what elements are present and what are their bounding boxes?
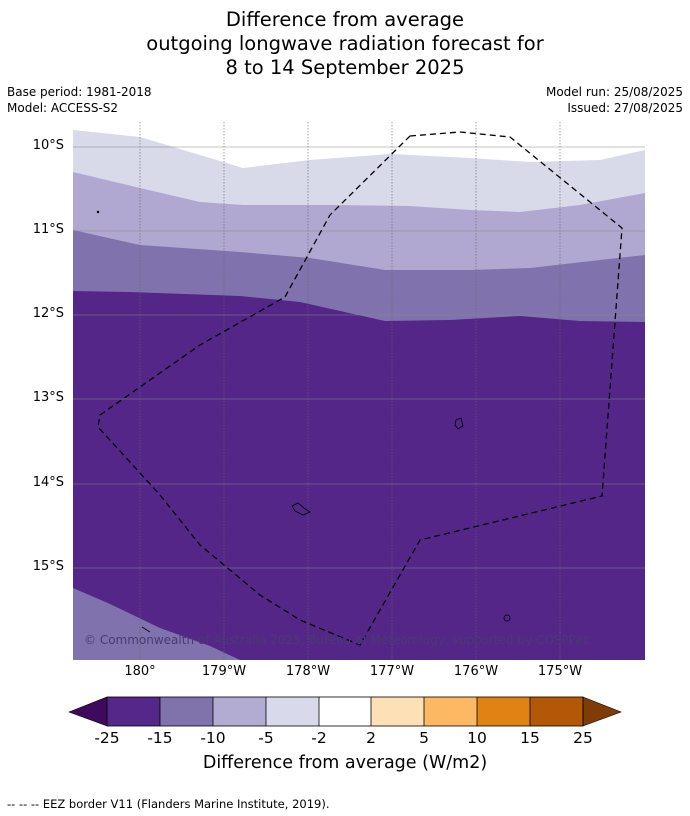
lon-label-176w: 176°W xyxy=(453,664,499,679)
colorbar-tick-label: 2 xyxy=(366,729,376,747)
colorbar-tick-label: 5 xyxy=(419,729,429,747)
colorbar-segment-9 xyxy=(530,697,583,726)
lon-label-180: 180° xyxy=(124,664,156,679)
lon-label-175w: 175°W xyxy=(537,664,583,679)
lat-label-10s: 10°S xyxy=(32,138,64,153)
eez-footnote: -- -- -- EEZ border V11 (Flanders Marine… xyxy=(7,797,330,811)
island-niuatoputapu xyxy=(454,417,464,430)
island-dot xyxy=(96,210,100,214)
title-line-2: outgoing longwave radiation forecast for xyxy=(146,32,544,55)
colorbar-dividers xyxy=(106,696,584,727)
meridians xyxy=(139,122,561,660)
colorbar-tick-label: 15 xyxy=(520,729,540,747)
colorbar-extend-high xyxy=(582,696,622,727)
band-dark xyxy=(73,291,645,660)
lon-label-177w: 177°W xyxy=(369,664,415,679)
colorbar-tick-label: 10 xyxy=(467,729,487,747)
colorbar-tick-label: -2 xyxy=(311,729,327,747)
island-fiji-edge xyxy=(141,626,151,633)
base-period: Base period: 1981-2018 xyxy=(7,85,152,99)
title-line-3: 8 to 14 September 2025 xyxy=(225,56,465,79)
model-name: Model: ACCESS-S2 xyxy=(7,101,119,115)
colorbar-segment-8 xyxy=(477,697,530,726)
lat-label-15s: 15°S xyxy=(32,559,64,574)
colorbar-tick-label: -15 xyxy=(147,729,173,747)
model-run: Model run: 25/08/2025 xyxy=(545,85,683,99)
eez-border xyxy=(97,131,623,646)
colorbar-segment-4 xyxy=(266,697,319,726)
colorbar-tick-label: -5 xyxy=(258,729,274,747)
colorbar-segment-2 xyxy=(160,697,213,726)
meta-right: Model run: 25/08/2025 Issued: 27/08/2025 xyxy=(546,84,683,116)
colorbar-segment-3 xyxy=(213,697,266,726)
lon-label-179w: 179°W xyxy=(201,664,247,679)
meta-left: Base period: 1981-2018 Model: ACCESS-S2 xyxy=(7,84,152,116)
colorbar-tick-label: -10 xyxy=(200,729,226,747)
issue-date: Issued: 27/08/2025 xyxy=(567,101,683,115)
colorbar xyxy=(68,696,622,727)
colorbar-tick-label: -25 xyxy=(94,729,120,747)
colorbar-segment-5 xyxy=(319,697,371,726)
colorbar-extend-low xyxy=(68,696,108,727)
title-line-1: Difference from average xyxy=(225,8,465,31)
copyright-notice: © Commonwealth of Australia 2025, Bureau… xyxy=(84,633,590,647)
island-small xyxy=(503,614,511,622)
lat-label-12s: 12°S xyxy=(32,306,64,321)
colorbar-segment-6 xyxy=(371,697,424,726)
colorbar-outline xyxy=(106,696,584,727)
colorbar-segment-1 xyxy=(107,697,160,726)
chart-title: Difference from average outgoing longwav… xyxy=(0,8,690,80)
map-area xyxy=(73,122,645,660)
colorbar-tick-label: 25 xyxy=(573,729,593,747)
lat-label-11s: 11°S xyxy=(32,222,64,237)
island-wallis xyxy=(291,502,311,516)
lon-label-178w: 178°W xyxy=(285,664,331,679)
islands xyxy=(96,210,511,633)
lat-label-14s: 14°S xyxy=(32,475,64,490)
colorbar-title: Difference from average (W/m2) xyxy=(202,753,488,773)
band-corner-light xyxy=(73,588,240,660)
colorbar-segment-7 xyxy=(424,697,477,726)
parallels xyxy=(73,146,645,569)
lat-label-13s: 13°S xyxy=(32,390,64,405)
